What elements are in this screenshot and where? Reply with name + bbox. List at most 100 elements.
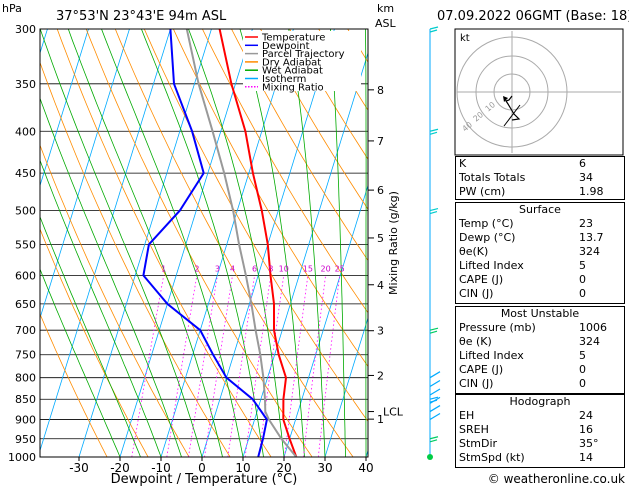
table-row: θe(K) 324 xyxy=(456,245,624,259)
isotherm xyxy=(119,29,253,457)
table-row: StmDir 35° xyxy=(456,437,624,451)
mixing-ratio-labels: 1 2 3 4 6 8 10 15 20 25 xyxy=(161,264,345,273)
mu-value: 1006 xyxy=(579,321,607,334)
legend-label: Wet Adiabat xyxy=(262,66,323,77)
hpa-label: hPa xyxy=(2,2,22,15)
table-row: θe (K) 324 xyxy=(456,335,624,349)
wet-adiabat xyxy=(40,215,141,457)
mixing-ratio-label: 1 xyxy=(161,264,166,273)
table-row: CIN (J) 0 xyxy=(456,287,624,301)
mixing-ratio-label: 2 xyxy=(194,264,199,273)
surface-value: 23 xyxy=(579,217,593,230)
hodo-value: 16 xyxy=(579,423,593,436)
pressure-tick-label: 650 xyxy=(15,298,36,311)
mixing-ratio-label: 6 xyxy=(252,264,257,273)
km-tick-label: 2 xyxy=(377,369,384,382)
wind-barb xyxy=(429,396,439,400)
wet-adiabat xyxy=(330,29,346,457)
profile-parcel-trajectory xyxy=(185,29,298,457)
surface-value: 13.7 xyxy=(579,231,604,244)
surface-label: Lifted Index xyxy=(459,259,524,272)
pressure-tick-label: 350 xyxy=(15,78,36,91)
lcl-label: LCL xyxy=(383,406,404,419)
isotherm xyxy=(283,184,368,457)
hodo-label: EH xyxy=(459,409,475,422)
mixing-ratio-label: 15 xyxy=(303,264,313,273)
km-tick-label: 8 xyxy=(377,84,384,97)
wind-barb xyxy=(429,211,438,215)
mixing-ratio-label: 10 xyxy=(279,264,289,273)
surface-label: Temp (°C) xyxy=(459,217,514,230)
wet-adiabat xyxy=(40,268,121,457)
pressure-tick-label: 500 xyxy=(15,205,36,218)
most-unstable-box: Most Unstable Pressure (mb) 1006 θe (K) 32… xyxy=(455,306,625,394)
mu-value: 0 xyxy=(579,377,586,390)
table-row: SREH 16 xyxy=(456,423,624,437)
index-value: 1.98 xyxy=(579,185,604,198)
wet-adiabat xyxy=(40,159,162,457)
legend-box xyxy=(243,31,361,91)
most-unstable-title: Most Unstable xyxy=(500,307,580,320)
pressure-tick-label: 800 xyxy=(15,372,36,385)
index-label: PW (cm) xyxy=(459,185,506,198)
wind-barb xyxy=(429,131,438,135)
table-row: CIN (J) 0 xyxy=(456,377,624,391)
mu-label: CIN (J) xyxy=(459,377,494,390)
legend-label: Parcel Trajectory xyxy=(262,49,345,60)
mixing-ratio-line xyxy=(244,275,272,457)
hodo-kt-label: kt xyxy=(460,33,470,44)
most-unstable-table: Pressure (mb) 1006 θe (K) 324 Lifted Index… xyxy=(456,321,624,391)
index-value: 34 xyxy=(579,171,593,184)
hodo-value: 35° xyxy=(579,437,599,450)
pressure-tick-label: 450 xyxy=(15,167,36,180)
hodo-trace xyxy=(505,95,521,121)
table-row: Lifted Index 5 xyxy=(456,349,624,363)
table-row: Temp (°C) 23 xyxy=(456,217,624,231)
wind-barb xyxy=(429,396,441,404)
hodograph-table: EH 24 SREH 16 StmDir 35° StmSpd (kt) 14 xyxy=(456,409,624,465)
asl-label: ASL xyxy=(375,17,397,30)
x-tick-label: 0 xyxy=(198,461,206,475)
table-row: StmSpd (kt) 14 xyxy=(456,451,624,465)
pressure-tick-label: 750 xyxy=(15,349,36,362)
isotherm xyxy=(40,29,130,320)
table-row: Pressure (mb) 1006 xyxy=(456,321,624,335)
wet-adiabat xyxy=(141,29,264,457)
mixing-ratio-label: 20 xyxy=(321,264,331,273)
isotherm xyxy=(78,29,212,457)
table-row: CAPE (J) 0 xyxy=(456,363,624,377)
wind-barb xyxy=(429,439,438,443)
mixing-ratio-label: 25 xyxy=(335,264,345,273)
surface-table: Temp (°C) 23 Dewp (°C) 13.7 θe(K) 324 Lifte… xyxy=(456,217,624,301)
mixing-ratio-axis-label: Mixing Ratio (g/kg) xyxy=(387,191,400,295)
wet-adiabat xyxy=(365,29,367,457)
legend-label: Mixing Ratio xyxy=(262,82,324,93)
isotherm xyxy=(0,29,6,457)
pressure-tick-label: 400 xyxy=(15,125,36,138)
surface-title: Surface xyxy=(519,203,561,216)
wind-barb xyxy=(429,405,441,413)
mixing-ratio-label: 3 xyxy=(215,264,220,273)
mixing-ratio-label: 8 xyxy=(268,264,273,273)
mixing-ratio-line xyxy=(131,275,165,457)
pressure-tick-label: 850 xyxy=(15,393,36,406)
wind-barb xyxy=(429,26,439,30)
location-title: 37°53'N 23°43'E 94m ASL xyxy=(56,9,227,24)
surface-wind-dot xyxy=(427,454,433,460)
axes: 3003504004505005506006507007508008509009… xyxy=(8,23,374,475)
x-tick-label: 10 xyxy=(235,461,250,475)
index-value: 6 xyxy=(579,157,586,170)
hodo-label: SREH xyxy=(459,423,489,436)
surface-label: Dewp (°C) xyxy=(459,231,516,244)
surface-value: 5 xyxy=(579,259,586,272)
wind-barb xyxy=(429,388,441,396)
credit: © weatheronline.co.uk xyxy=(488,472,625,486)
dry-adiabat xyxy=(173,29,368,368)
x-tick-label: -30 xyxy=(69,461,89,475)
dry-adiabat xyxy=(143,29,368,423)
legend-label: Dewpoint xyxy=(262,41,310,52)
wind-barb xyxy=(429,379,441,387)
pressure-tick-label: 900 xyxy=(15,414,36,427)
